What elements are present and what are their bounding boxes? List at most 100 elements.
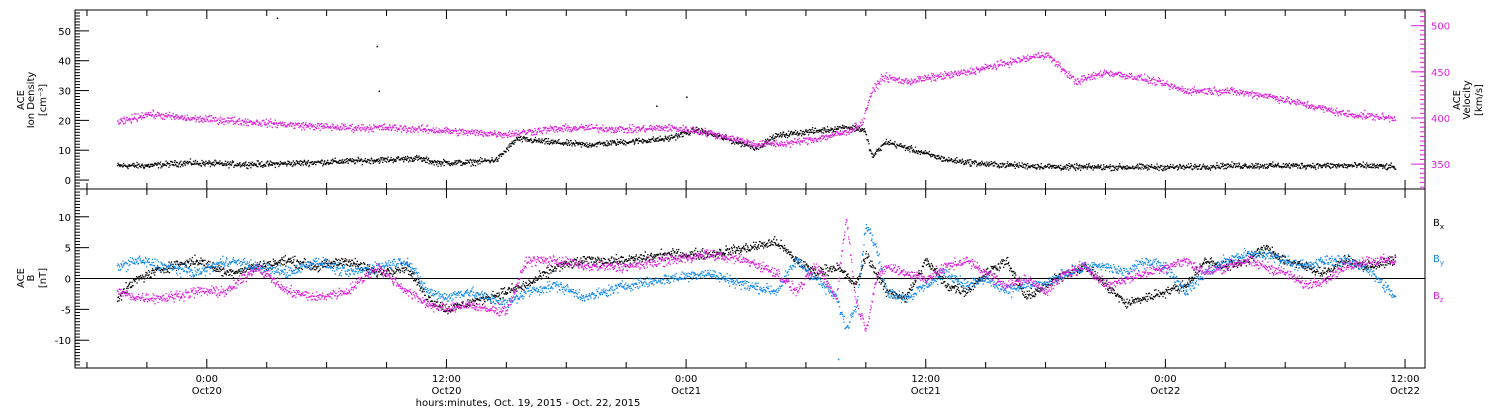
velocity-point	[331, 123, 333, 125]
density-point	[1388, 164, 1390, 167]
density-point	[243, 165, 246, 167]
density-point	[682, 131, 684, 133]
density-point	[397, 155, 399, 158]
density-point	[1193, 165, 1195, 167]
density-point	[508, 146, 511, 148]
velocity-point	[404, 129, 406, 131]
density-point	[1299, 167, 1301, 169]
density-point	[402, 156, 404, 159]
velocity-point	[655, 129, 657, 131]
velocity-point	[902, 79, 904, 81]
density-point	[664, 135, 666, 137]
density-point	[524, 138, 526, 141]
density-point	[1256, 166, 1258, 168]
density-point	[548, 142, 550, 145]
velocity-point	[236, 120, 238, 122]
density-point	[859, 130, 861, 133]
density-point	[352, 161, 354, 163]
density-point	[446, 161, 449, 163]
velocity-point	[512, 133, 515, 135]
density-point	[1073, 167, 1075, 169]
velocity-point	[561, 128, 564, 130]
velocity-point	[320, 123, 322, 125]
density-point	[287, 160, 289, 162]
density-point	[227, 161, 229, 163]
velocity-point	[917, 77, 920, 80]
density-point	[1205, 166, 1208, 168]
velocity-point	[977, 68, 979, 70]
velocity-point	[803, 140, 806, 142]
velocity-point	[246, 124, 248, 126]
velocity-point	[1196, 89, 1199, 92]
velocity-point	[1328, 107, 1330, 109]
density-point	[423, 157, 425, 159]
density-point	[754, 149, 756, 151]
density-point	[875, 153, 877, 155]
velocity-point	[282, 125, 284, 127]
velocity-point	[1054, 59, 1056, 62]
density-point	[497, 160, 499, 162]
velocity-point	[265, 123, 267, 125]
velocity-point	[726, 139, 728, 141]
density-point	[296, 162, 298, 164]
density-point	[422, 159, 424, 161]
velocity-point	[693, 128, 695, 131]
density-point	[203, 164, 205, 166]
velocity-point	[984, 69, 986, 71]
velocity-point	[1142, 79, 1145, 81]
density-point	[1312, 162, 1314, 165]
density-point	[783, 135, 786, 137]
density-point	[231, 160, 234, 162]
velocity-point	[626, 132, 628, 134]
velocity-point	[918, 76, 921, 78]
velocity-point	[158, 112, 160, 115]
velocity-point	[235, 120, 237, 123]
velocity-point	[1175, 87, 1178, 90]
velocity-point	[1224, 88, 1227, 90]
velocity-point	[517, 133, 519, 135]
velocity-point	[427, 124, 429, 127]
velocity-point	[217, 122, 219, 125]
velocity-point	[119, 122, 122, 124]
density-point	[1224, 164, 1226, 166]
velocity-point	[1153, 82, 1156, 84]
velocity-point	[473, 131, 475, 133]
velocity-point	[1093, 77, 1095, 79]
velocity-point	[678, 130, 680, 132]
velocity-point	[320, 125, 322, 128]
velocity-point	[552, 128, 554, 130]
velocity-point	[1206, 93, 1209, 95]
density-point	[140, 166, 142, 169]
velocity-point	[909, 84, 912, 86]
velocity-point	[1316, 107, 1318, 110]
density-point	[534, 136, 537, 139]
density-point	[1239, 165, 1241, 168]
velocity-point	[1221, 92, 1224, 94]
velocity-point	[1133, 77, 1135, 80]
velocity-point	[682, 124, 684, 127]
density-point	[699, 133, 701, 136]
velocity-point	[1053, 58, 1055, 60]
velocity-point	[1058, 61, 1060, 63]
density-point	[447, 162, 450, 165]
density-point	[340, 159, 342, 162]
velocity-point	[365, 127, 367, 129]
velocity-point	[142, 117, 144, 119]
velocity-point	[765, 143, 767, 145]
density-point	[661, 139, 663, 141]
density-point	[431, 160, 433, 162]
velocity-point	[900, 79, 903, 81]
velocity-point	[1220, 89, 1222, 92]
velocity-point	[239, 120, 241, 122]
velocity-point	[1060, 66, 1062, 68]
velocity-point	[410, 130, 412, 132]
density-point	[558, 139, 560, 141]
velocity-point	[284, 126, 286, 128]
density-point	[602, 141, 604, 144]
density-point	[1180, 167, 1182, 169]
velocity-point	[157, 114, 160, 116]
velocity-point	[189, 119, 192, 121]
velocity-point	[134, 118, 137, 120]
density-point	[1069, 165, 1071, 167]
density-point	[372, 162, 374, 164]
